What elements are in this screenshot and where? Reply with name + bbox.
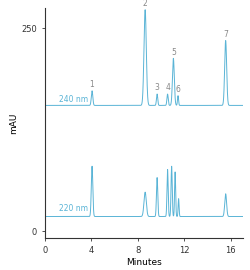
Text: 6: 6	[176, 85, 180, 94]
Text: 2: 2	[143, 0, 148, 8]
Text: 5: 5	[171, 48, 176, 57]
Text: 240 nm: 240 nm	[59, 95, 88, 104]
Text: 220 nm: 220 nm	[59, 204, 88, 213]
Y-axis label: mAU: mAU	[9, 112, 18, 134]
X-axis label: Minutes: Minutes	[126, 258, 162, 267]
Text: 4: 4	[165, 83, 170, 92]
Text: 7: 7	[223, 30, 228, 39]
Text: 3: 3	[155, 83, 160, 92]
Text: 1: 1	[90, 80, 94, 89]
